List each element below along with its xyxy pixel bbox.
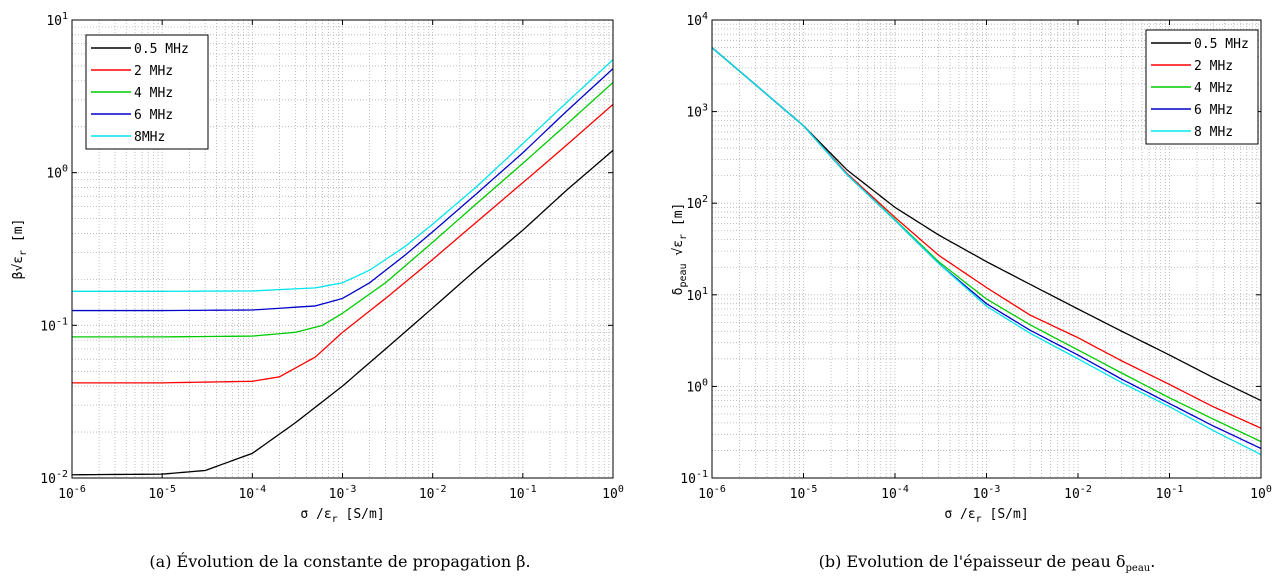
- series-line-2: [72, 81, 614, 338]
- legend-label-1: 2 MHz: [134, 64, 173, 79]
- x-tick-label: 10-2​: [419, 484, 447, 502]
- legend-label-4: 8MHz: [134, 130, 165, 145]
- x-tick-label: 10-2​: [1064, 484, 1092, 502]
- x-tick-label: 10-3​: [329, 484, 357, 502]
- series-line-4: [711, 47, 1262, 456]
- y-axis-label: δpeau​ √εr​ [m]: [671, 203, 689, 296]
- legend-label-0: 0.5 MHz: [1194, 37, 1249, 52]
- y-tick-label: 100​: [46, 164, 68, 182]
- y-tick-label: 103​: [686, 103, 708, 121]
- x-tick-label: 10-5​: [148, 484, 176, 502]
- y-tick-label: 10-1​: [40, 316, 68, 334]
- chart-b: 10-6​ 10-5​ 10-4​ 10-3​ 10-2​ 10-1​ 100​ 10-1​ 1…: [671, 11, 1272, 574]
- series-line-4: [72, 59, 614, 292]
- legend-box: [1145, 29, 1259, 145]
- x-tick-label: 10-6​: [58, 484, 86, 502]
- x-tick-label: 10-5​: [790, 484, 818, 502]
- legend-label-3: 6 MHz: [134, 108, 173, 123]
- legend: 0.5 MHz 2 MHz 4 MHz 6 MHz 8 MHz: [1145, 29, 1259, 145]
- y-tick-label: 101​: [46, 11, 68, 29]
- x-tick-label: 10-1​: [1156, 484, 1184, 502]
- x-tick-label: 100​: [1250, 484, 1272, 502]
- x-tick-label: 10-1​: [509, 484, 537, 502]
- x-tick-label: 10-4​: [238, 484, 266, 502]
- series-line-0: [71, 149, 614, 476]
- legend-label-2: 4 MHz: [1194, 81, 1233, 96]
- caption: (b) Evolution de l'épaisseur de peau δpe…: [819, 552, 1156, 574]
- x-tick-label: 10-4​: [881, 484, 909, 502]
- y-tick-label: 101​: [686, 286, 708, 304]
- legend: 0.5 MHz 2 MHz 4 MHz 6 MHz 8MHz: [85, 34, 209, 150]
- y-tick-label: 104​: [686, 11, 708, 29]
- x-axis-label: σ /εr​ [S/m]: [944, 507, 1028, 525]
- legend-label-0: 0.5 MHz: [134, 42, 189, 57]
- legend-label-3: 6 MHz: [1194, 103, 1233, 118]
- legend-label-2: 4 MHz: [134, 86, 173, 101]
- x-tick-label: 10-3​: [973, 484, 1001, 502]
- series-line-3: [72, 68, 614, 312]
- series-line-1: [72, 103, 614, 384]
- chart-a: 10-6​ 10-5​ 10-4​ 10-3​ 10-2​ 10-1​ 100​ 10-2​ 1…: [11, 11, 624, 571]
- y-tick-label: 100​: [686, 377, 708, 395]
- x-tick-label: 100​: [602, 484, 624, 502]
- caption: (a) Évolution de la constante de propaga…: [149, 551, 530, 571]
- legend-label-4: 8 MHz: [1194, 125, 1233, 140]
- y-tick-label: 102​: [686, 194, 708, 212]
- y-tick-label: 10-1​: [680, 469, 708, 487]
- x-axis-label: σ /εr​ [S/m]: [300, 507, 384, 525]
- series-line-0: [711, 47, 1262, 402]
- y-axis-label: β√εr​ [m]: [11, 219, 29, 280]
- y-tick-label: 10-2​: [40, 469, 68, 487]
- legend-label-1: 2 MHz: [1194, 59, 1233, 74]
- x-tick-label: 10-6​: [698, 484, 726, 502]
